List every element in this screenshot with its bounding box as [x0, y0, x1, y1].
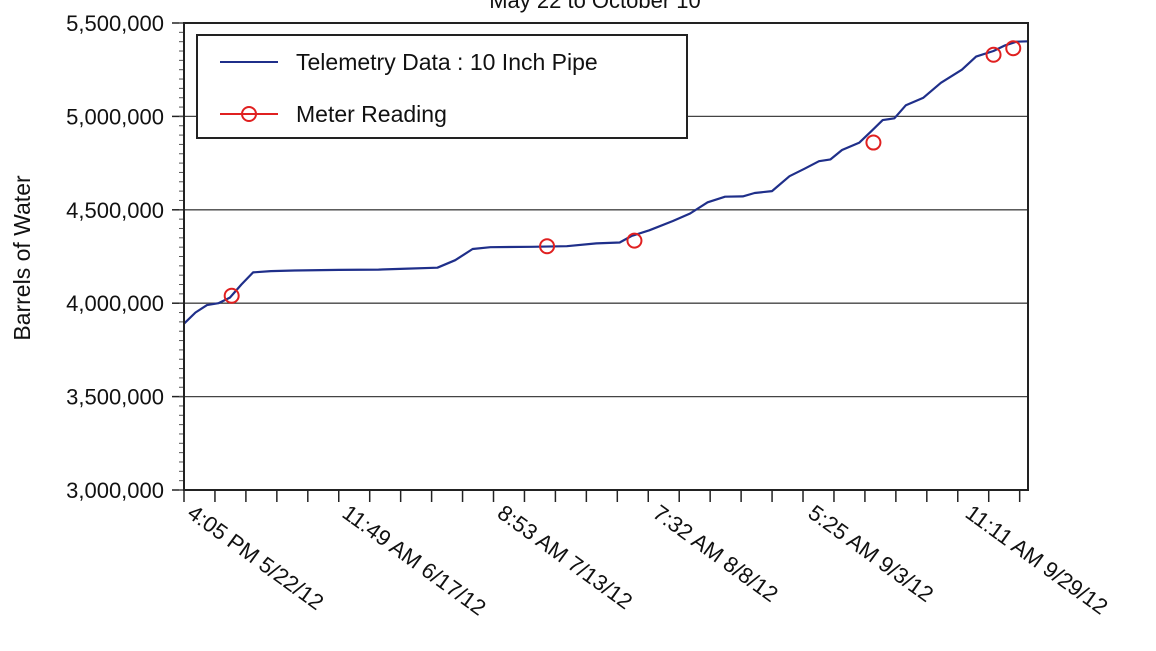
legend-label-meter-reading: Meter Reading — [296, 101, 447, 127]
y-tick-label: 3,500,000 — [66, 385, 164, 410]
meter-reading-point — [985, 46, 1002, 63]
legend-marker-meter-reading — [241, 106, 257, 122]
y-axis-ticks: 3,000,000 3,500,000 4,000,000 4,500,000 5,00… — [66, 11, 184, 503]
y-axis-title: Barrels of Water — [9, 175, 35, 341]
y-tick-label: 4,500,000 — [66, 198, 164, 223]
series-layer — [183, 40, 1029, 325]
meter-reading-point — [539, 238, 556, 255]
meter-reading-point — [626, 232, 643, 249]
x-tick-label: 8:53 AM 7/13/12 — [493, 500, 637, 614]
y-tick-label: 4,000,000 — [66, 291, 164, 316]
y-tick-label: 5,000,000 — [66, 104, 164, 129]
meter-reading-point — [223, 287, 240, 304]
chart-title: May 22 to October 10 — [489, 0, 701, 13]
meter-reading-point — [865, 134, 882, 151]
plot-frame — [183, 22, 1029, 491]
legend: Telemetry Data : 10 Inch Pipe Meter Read… — [196, 34, 688, 139]
x-tick-label: 11:49 AM 6/17/12 — [338, 500, 491, 621]
y-tick-label: 3,000,000 — [66, 478, 164, 503]
x-tick-label: 11:11 AM 9/29/12 — [961, 500, 1113, 620]
x-tick-label: 7:32 AM 8/8/12 — [648, 500, 782, 607]
series-line-telemetry — [183, 40, 1029, 325]
y-tick-label: 5,500,000 — [66, 11, 164, 36]
grid-lines — [184, 115, 1028, 398]
x-axis-ticks: 4:05 PM 5/22/12 11:49 AM 6/17/12 8:53 AM 7… — [183, 490, 1113, 621]
meter-reading-point — [1005, 40, 1022, 57]
x-tick-label: 4:05 PM 5/22/12 — [183, 500, 328, 615]
legend-box — [196, 34, 688, 139]
x-tick-label: 5:25 AM 9/3/12 — [804, 500, 938, 607]
legend-label-telemetry: Telemetry Data : 10 Inch Pipe — [296, 49, 598, 75]
